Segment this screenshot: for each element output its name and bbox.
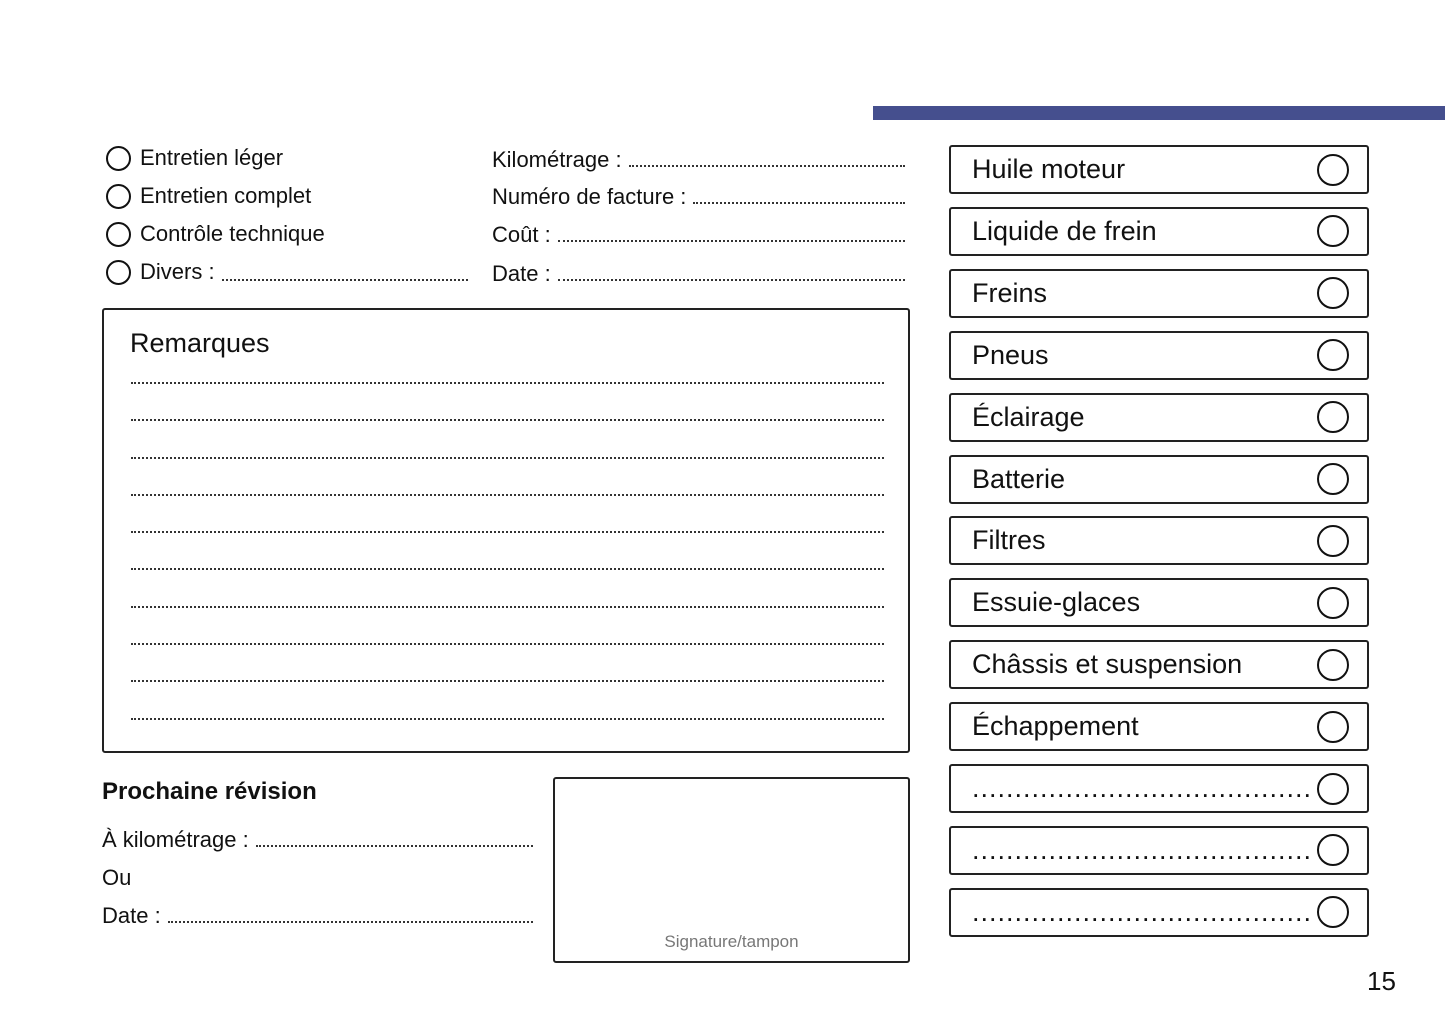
checkbox-circle-icon[interactable] — [1317, 215, 1349, 248]
radio-icon[interactable] — [106, 221, 131, 247]
checklist-label: Huile moteur — [972, 154, 1126, 184]
field-label: À kilométrage : — [102, 827, 249, 852]
checkbox-circle-icon[interactable] — [1317, 834, 1349, 867]
checklist-label: Éclairage — [972, 401, 1085, 432]
input-line[interactable] — [557, 279, 905, 281]
checkbox-circle-icon[interactable] — [1317, 648, 1349, 681]
checklist-label: ........................................ — [972, 896, 1313, 927]
checklist-item[interactable]: ........................................ — [949, 764, 1369, 813]
checklist-label: Échappement — [972, 711, 1139, 742]
remarks-line[interactable] — [131, 382, 884, 384]
signature-box[interactable]: Signature/tampon — [553, 777, 910, 963]
checkbox-circle-icon[interactable] — [1317, 772, 1349, 805]
input-line[interactable] — [557, 240, 905, 242]
checklist-label: Liquide de frein — [972, 215, 1157, 246]
remarks-line[interactable] — [131, 457, 884, 459]
or-text: Ou — [102, 865, 132, 890]
option-label: Entretien léger — [140, 145, 284, 170]
option-misc[interactable]: Divers : — [106, 257, 468, 287]
page-number: 15 — [1367, 966, 1396, 996]
remarks-box: Remarques — [102, 308, 910, 753]
option-light-service[interactable]: Entretien léger — [106, 143, 283, 173]
remarks-title: Remarques — [130, 328, 270, 358]
checklist-label: ........................................ — [972, 773, 1313, 803]
remarks-line[interactable] — [131, 643, 884, 645]
field-label: Numéro de facture : — [492, 184, 687, 209]
checklist-label: ........................................ — [972, 834, 1313, 865]
next-service-title: Prochaine révision — [102, 778, 317, 805]
checklist-label: Filtres — [972, 525, 1046, 556]
input-line[interactable] — [628, 165, 905, 167]
misc-input-line[interactable] — [221, 279, 468, 281]
option-label: Entretien complet — [140, 183, 312, 208]
checklist-item[interactable]: ........................................ — [949, 825, 1369, 875]
header-accent-bar — [873, 106, 1445, 120]
checklist-label: Châssis et suspension — [972, 649, 1243, 680]
checklist-item[interactable]: Filtres — [949, 516, 1369, 566]
checkbox-circle-icon[interactable] — [1317, 710, 1349, 743]
checkbox-circle-icon[interactable] — [1317, 524, 1349, 557]
checklist-label: Batterie — [972, 463, 1066, 494]
checklist-item[interactable]: Pneus — [949, 330, 1369, 380]
checklist-item[interactable]: Huile moteur — [949, 145, 1369, 194]
mileage-field[interactable]: Kilométrage : — [492, 143, 905, 173]
input-line[interactable] — [167, 921, 533, 923]
input-line[interactable] — [693, 202, 905, 204]
checklist-item[interactable]: Freins — [949, 268, 1369, 318]
next-km-field[interactable]: À kilométrage : — [102, 823, 533, 853]
input-line[interactable] — [255, 845, 533, 847]
field-label: Coût : — [492, 222, 551, 247]
invoice-number-field[interactable]: Numéro de facture : — [492, 180, 905, 210]
checklist-label: Freins — [972, 277, 1048, 308]
remarks-line[interactable] — [131, 531, 884, 533]
next-date-field[interactable]: Date : — [102, 899, 533, 929]
checklist-item[interactable]: Essuie-glaces — [949, 578, 1369, 628]
checklist-label: Pneus — [972, 339, 1049, 370]
option-full-service[interactable]: Entretien complet — [106, 181, 311, 211]
checkbox-circle-icon[interactable] — [1317, 339, 1349, 372]
checkbox-circle-icon[interactable] — [1317, 277, 1349, 310]
checkbox-circle-icon[interactable] — [1317, 586, 1349, 619]
checklist-item[interactable]: Batterie — [949, 454, 1369, 504]
option-label: Contrôle technique — [140, 221, 325, 246]
option-label: Divers : — [140, 259, 215, 284]
remarks-line[interactable] — [131, 718, 884, 720]
field-label: Date : — [102, 903, 161, 928]
checkbox-circle-icon[interactable] — [1317, 401, 1349, 434]
checklist-item[interactable]: Châssis et suspension — [949, 640, 1369, 690]
checklist-label: Essuie-glaces — [972, 587, 1141, 618]
option-inspection[interactable]: Contrôle technique — [106, 219, 325, 249]
remarks-line[interactable] — [131, 606, 884, 608]
radio-icon[interactable] — [106, 145, 131, 171]
field-label: Date : — [492, 261, 551, 286]
remarks-line[interactable] — [131, 494, 884, 496]
radio-icon[interactable] — [106, 259, 131, 285]
signature-label: Signature/tampon — [664, 932, 799, 951]
remarks-line[interactable] — [131, 419, 884, 421]
remarks-line[interactable] — [131, 568, 884, 570]
checklist-item[interactable]: Liquide de frein — [949, 206, 1369, 256]
checkbox-circle-icon[interactable] — [1317, 153, 1349, 186]
radio-icon[interactable] — [106, 183, 131, 209]
date-field[interactable]: Date : — [492, 257, 905, 287]
cost-field[interactable]: Coût : — [492, 218, 905, 248]
field-label: Kilométrage : — [492, 147, 622, 172]
or-label: Ou — [102, 861, 131, 891]
checkbox-circle-icon[interactable] — [1317, 896, 1349, 929]
checklist-item[interactable]: Échappement — [949, 702, 1369, 752]
remarks-line[interactable] — [131, 680, 884, 682]
checklist-item[interactable]: ........................................ — [949, 887, 1369, 937]
checklist-item[interactable]: Éclairage — [949, 392, 1369, 442]
checkbox-circle-icon[interactable] — [1317, 463, 1349, 495]
